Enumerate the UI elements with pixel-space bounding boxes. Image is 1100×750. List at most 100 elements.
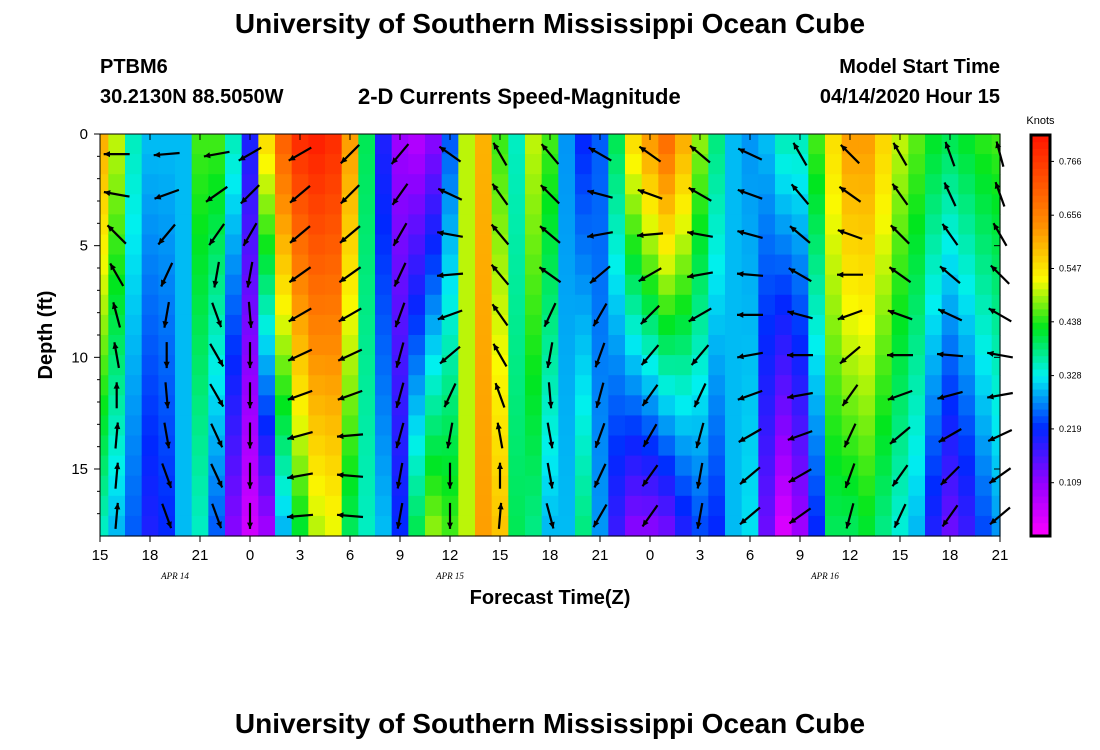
current-vector-arrow — [287, 431, 313, 441]
heatmap-cell — [408, 234, 426, 256]
colorbar-segment — [1031, 188, 1050, 196]
current-vector-arrow — [339, 225, 361, 244]
heatmap-cell — [591, 335, 609, 356]
current-vector-arrow — [788, 507, 812, 525]
heatmap-cell — [175, 234, 193, 256]
heatmap-cell — [708, 314, 726, 336]
x-tick-label: 21 — [992, 547, 1009, 564]
x-tick-label: 18 — [942, 547, 959, 564]
heatmap-cell — [958, 335, 976, 356]
heatmap-cell — [125, 134, 143, 155]
heatmap-cell — [975, 194, 993, 215]
heatmap-cell — [225, 174, 243, 195]
heatmap-cell — [341, 335, 359, 356]
heatmap-cell — [375, 455, 393, 477]
heatmap-cell — [725, 274, 743, 296]
current-vector-arrow — [491, 183, 509, 206]
heatmap-cell — [141, 495, 159, 517]
heatmap-cell — [100, 194, 109, 215]
heatmap-cell — [191, 355, 209, 376]
current-vector-arrow — [638, 267, 662, 283]
heatmap-cell — [975, 234, 993, 256]
heatmap-cell — [741, 435, 759, 457]
current-vector-arrow — [545, 342, 554, 369]
heatmap-cell — [608, 294, 626, 316]
current-vector-arrow — [245, 261, 254, 288]
current-vector-arrow — [247, 462, 253, 489]
heatmap-cell — [658, 314, 676, 336]
heatmap-cell — [308, 495, 326, 517]
colorbar-segment — [1031, 248, 1050, 256]
heatmap-cell — [225, 515, 243, 537]
colorbar-segment — [1031, 362, 1050, 370]
heatmap-cell — [225, 214, 243, 236]
heatmap-cell — [558, 134, 576, 155]
current-vector-arrow — [394, 302, 406, 328]
colorbar-segment — [1031, 355, 1050, 363]
heatmap-cell — [491, 234, 509, 256]
heatmap-cell — [491, 335, 509, 356]
colorbar-segment — [1031, 462, 1050, 470]
heatmap-cell — [375, 415, 393, 437]
heatmap-cell — [275, 375, 293, 396]
heatmap-cell — [891, 415, 909, 437]
heatmap-cell — [358, 214, 376, 236]
heatmap-cell — [541, 355, 559, 376]
heatmap-cell — [508, 214, 526, 236]
heatmap-cell — [291, 194, 309, 215]
current-vector-arrow — [112, 302, 122, 328]
heatmap-cell — [125, 395, 143, 416]
heatmap-cell — [100, 174, 109, 195]
heatmap-cell — [275, 415, 293, 437]
heatmap-cell — [425, 174, 443, 195]
colorbar-segment — [1031, 429, 1050, 437]
heatmap-cell — [808, 415, 826, 437]
heatmap-cell — [791, 475, 809, 497]
current-vector-arrow — [595, 382, 605, 409]
heatmap-cell — [408, 194, 426, 215]
heatmap-cell — [241, 294, 259, 316]
heatmap-cell — [258, 174, 276, 195]
heatmap-cell — [125, 194, 143, 215]
current-vector-arrow — [739, 466, 761, 485]
heatmap-cell — [825, 274, 843, 296]
heatmap-cell — [625, 375, 643, 396]
heatmap-cell — [841, 254, 859, 276]
heatmap-cell — [175, 254, 193, 276]
heatmap-cell — [958, 395, 976, 416]
current-vector-arrow — [491, 303, 509, 327]
heatmap-cell — [375, 475, 393, 497]
heatmap-cell — [508, 455, 526, 477]
heatmap-cell — [758, 214, 776, 236]
heatmap-cell — [141, 294, 159, 316]
heatmap-cell — [125, 375, 143, 396]
heatmap-cell — [258, 134, 276, 155]
heatmap-cell — [991, 435, 1001, 457]
heatmap-cell — [758, 395, 776, 416]
heatmap-cell — [991, 475, 1001, 497]
heatmap-cell — [958, 294, 976, 316]
heatmap-cell — [308, 475, 326, 497]
heatmap-cell — [108, 515, 126, 537]
heatmap-cell — [825, 435, 843, 457]
current-vector-arrow — [492, 142, 508, 166]
heatmap-cell — [458, 314, 476, 336]
current-vector-arrow — [941, 223, 959, 246]
current-vector-arrow — [939, 265, 961, 284]
heatmap-cell — [258, 154, 276, 175]
heatmap-cell — [991, 234, 1001, 256]
heatmap-cell — [475, 134, 493, 155]
current-vector-arrow — [943, 182, 957, 207]
heatmap-cell — [308, 294, 326, 316]
heatmap-cell — [591, 194, 609, 215]
heatmap-cell — [841, 495, 859, 517]
heatmap-cell — [125, 435, 143, 457]
current-vector-arrow — [837, 229, 863, 240]
heatmap-cell — [158, 435, 176, 457]
heatmap-cell — [908, 274, 926, 296]
heatmap-cell — [408, 455, 426, 477]
heatmap-cell — [975, 355, 993, 376]
heatmap-cell — [425, 435, 443, 457]
heatmap-cell — [725, 254, 743, 276]
heatmap-cell — [975, 214, 993, 236]
